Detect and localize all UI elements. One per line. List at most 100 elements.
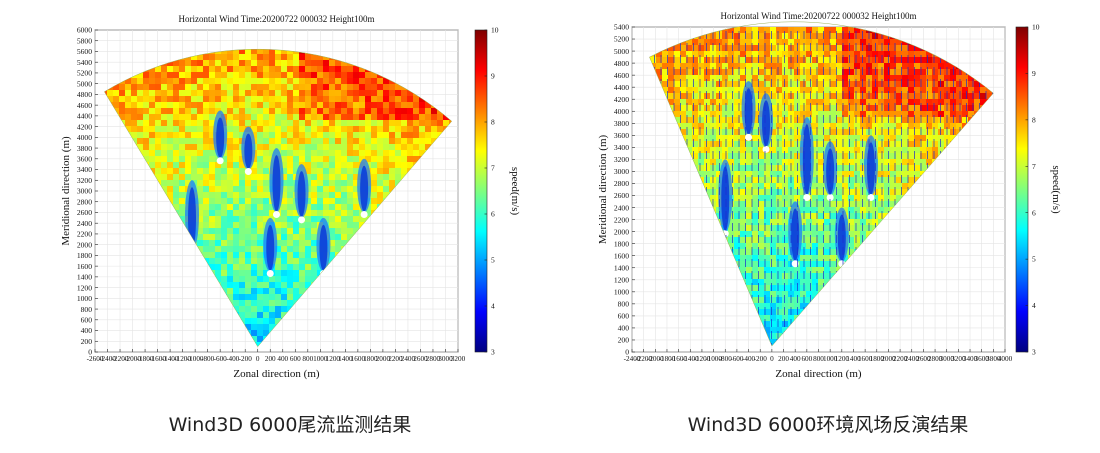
speed-cell xyxy=(215,54,222,61)
speed-cell xyxy=(938,99,945,106)
speed-cell xyxy=(650,57,657,64)
speed-cell xyxy=(728,141,735,148)
speed-cell xyxy=(812,93,819,100)
speed-cell xyxy=(161,168,168,175)
speed-cell xyxy=(752,45,759,52)
speed-cell xyxy=(818,129,825,136)
speed-cell xyxy=(764,75,771,82)
speed-cell xyxy=(251,240,258,247)
speed-cell xyxy=(359,150,366,157)
speed-cell xyxy=(341,204,348,211)
speed-cell xyxy=(221,102,228,109)
speed-cell xyxy=(902,63,909,70)
x-tick-label: -1200 xyxy=(174,355,191,363)
speed-cell xyxy=(233,222,240,229)
speed-cell xyxy=(812,45,819,52)
speed-cell xyxy=(167,72,174,79)
speed-cell xyxy=(782,105,789,112)
speed-cell xyxy=(293,258,300,265)
speed-cell xyxy=(710,99,717,106)
speed-cell xyxy=(704,111,711,118)
speed-cell xyxy=(287,174,294,181)
speed-cell xyxy=(233,102,240,109)
speed-cell xyxy=(125,108,132,115)
speed-cell xyxy=(269,300,276,307)
speed-cell xyxy=(227,78,234,85)
speed-cell xyxy=(830,45,837,52)
speed-cell xyxy=(860,123,867,130)
speed-cell xyxy=(263,49,270,55)
speed-cell xyxy=(293,294,300,301)
speed-cell xyxy=(317,192,324,199)
speed-cell xyxy=(365,120,372,127)
x-tick-label: 2200 xyxy=(388,355,403,363)
speed-cell xyxy=(818,123,825,130)
speed-cell xyxy=(914,123,921,130)
y-tick-label: 2800 xyxy=(77,197,92,206)
speed-cell xyxy=(227,90,234,97)
speed-cell xyxy=(257,246,264,253)
speed-cell xyxy=(908,105,915,112)
speed-cell xyxy=(263,294,270,301)
speed-cell xyxy=(401,144,408,151)
speed-cell xyxy=(764,57,771,64)
speed-cell xyxy=(203,150,210,157)
speed-cell xyxy=(746,33,753,40)
speed-cell xyxy=(305,264,312,271)
speed-cell xyxy=(155,132,162,139)
speed-cell xyxy=(263,192,270,199)
speed-cell xyxy=(926,105,933,112)
speed-cell xyxy=(860,129,867,136)
speed-cell xyxy=(251,132,258,139)
speed-cell xyxy=(263,186,270,193)
speed-cell xyxy=(239,60,246,67)
speed-cell xyxy=(239,234,246,241)
speed-cell xyxy=(401,168,408,175)
speed-cell xyxy=(956,93,963,100)
speed-cell xyxy=(257,336,264,343)
speed-cell xyxy=(776,45,783,52)
speed-cell xyxy=(872,111,879,118)
speed-cell xyxy=(668,81,675,88)
speed-cell xyxy=(383,150,390,157)
speed-cell xyxy=(722,153,729,160)
speed-cell xyxy=(203,180,210,187)
speed-cell xyxy=(161,102,168,109)
speed-cell xyxy=(758,147,765,154)
speed-cell xyxy=(167,102,174,109)
x-tick-label: 2600 xyxy=(413,355,428,363)
speed-cell xyxy=(167,144,174,151)
speed-cell xyxy=(239,270,246,277)
speed-cell xyxy=(800,117,807,124)
speed-cell xyxy=(806,39,813,46)
speed-cell xyxy=(854,105,861,112)
speed-cell xyxy=(245,54,252,61)
y-tick-label: 200 xyxy=(81,337,93,346)
speed-cell xyxy=(281,60,288,67)
speed-cell xyxy=(896,147,903,154)
speed-cell xyxy=(305,54,312,61)
speed-cell xyxy=(233,66,240,73)
colorbar-label: speed(m/s) xyxy=(509,167,521,216)
speed-cell xyxy=(377,114,384,121)
speed-cell xyxy=(137,120,144,127)
speed-cell xyxy=(233,132,240,139)
speed-cell xyxy=(347,108,354,115)
speed-cell xyxy=(215,252,222,259)
speed-cell xyxy=(245,240,252,247)
speed-cell xyxy=(155,174,162,181)
speed-cell xyxy=(263,102,270,109)
speed-cell xyxy=(251,300,258,307)
speed-cell xyxy=(209,144,216,151)
speed-cell xyxy=(962,99,969,106)
speed-cell xyxy=(920,117,927,124)
speed-cell xyxy=(395,162,402,169)
speed-cell xyxy=(341,156,348,163)
speed-cell xyxy=(890,51,897,58)
speed-cell xyxy=(347,84,354,91)
speed-cell xyxy=(239,102,246,109)
speed-cell xyxy=(854,141,861,148)
speed-cell xyxy=(221,228,228,235)
speed-cell xyxy=(311,276,318,283)
speed-cell xyxy=(752,63,759,70)
